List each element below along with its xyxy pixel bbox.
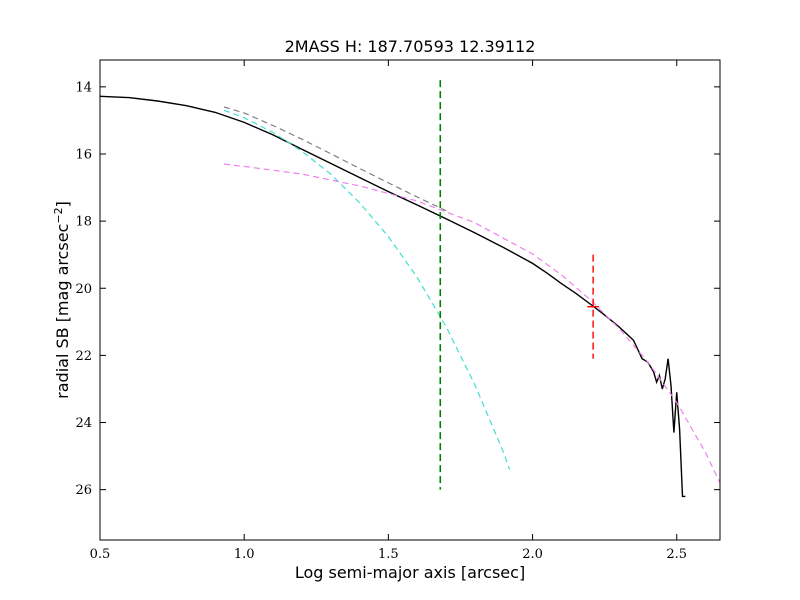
marker-layer	[439, 80, 599, 490]
ticks-layer: 0.5 1.0 1.5 2.0 2.5 14 16 18 20 22 24 26	[75, 60, 720, 562]
y-axis-label-close: ]	[53, 201, 72, 207]
plot-frame	[99, 59, 721, 541]
disk-model-line	[223, 163, 720, 484]
x-tick-label: 2.5	[666, 547, 687, 562]
chart-title: 2MASS H: 187.70593 12.39112	[285, 37, 536, 56]
x-tick-label: 2.0	[522, 547, 543, 562]
x-tick-label: 1.0	[234, 547, 255, 562]
x-axis-label: Log semi-major axis [arcsec]	[295, 563, 525, 582]
y-axis-label: radial SB [mag arcsec−2]	[52, 201, 72, 399]
y-tick-label: 20	[75, 282, 92, 297]
x-tick-label: 1.5	[378, 547, 399, 562]
y-tick-label: 14	[75, 80, 92, 95]
total-model-line	[223, 106, 447, 212]
y-tick-label: 24	[75, 416, 92, 431]
data-layer	[100, 95, 720, 498]
y-tick-label: 16	[75, 147, 92, 162]
profile-line	[100, 95, 686, 498]
y-tick-label: 18	[75, 215, 92, 230]
bulge-model-line	[223, 109, 511, 470]
y-axis-label-main: radial SB [mag arcsec	[53, 224, 72, 399]
x-tick-label: 0.5	[90, 547, 111, 562]
y-axis-label-exponent: −2	[52, 207, 65, 223]
y-tick-label: 22	[75, 349, 92, 364]
y-tick-label: 26	[75, 483, 92, 498]
